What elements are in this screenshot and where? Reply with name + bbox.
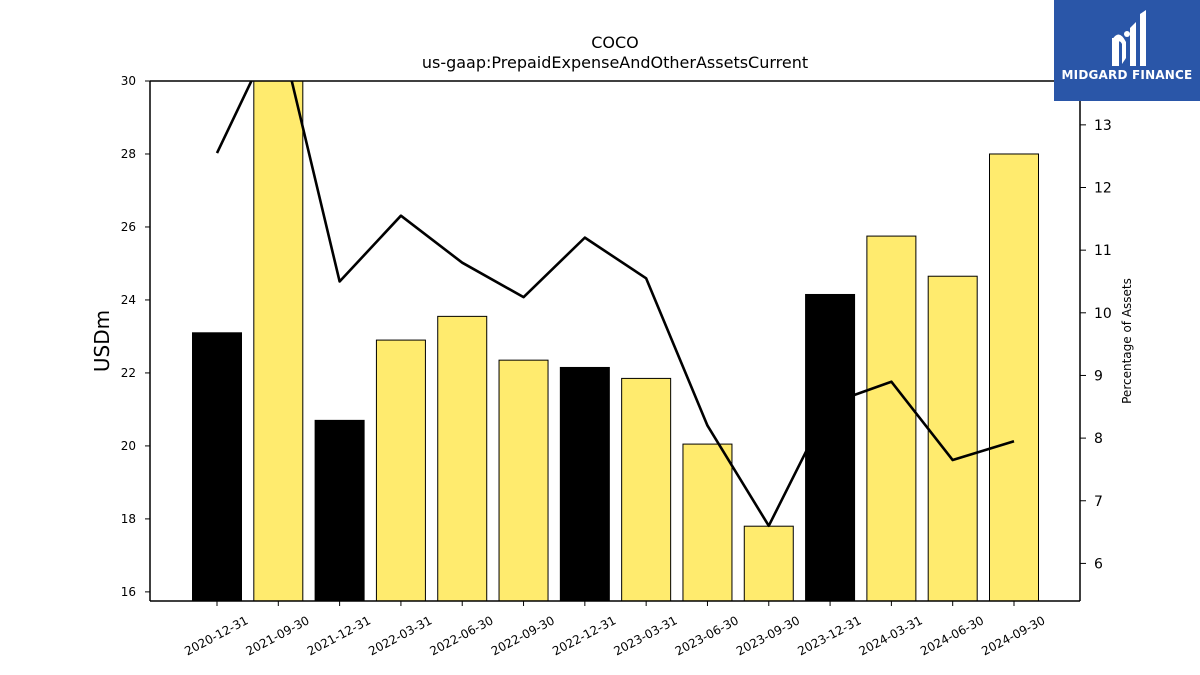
logo-text: MIDGARD FINANCE [1061, 68, 1193, 82]
x-tick-label: 2024-06-30 [918, 613, 986, 658]
bar-2023-12-31 [805, 293, 856, 601]
bar-2023-03-31 [621, 377, 672, 601]
bar-2022-03-31 [375, 339, 426, 601]
line-layer [215, 81, 1015, 528]
chart-title: COCO [591, 33, 639, 52]
y-right-tick-label: 6 [1094, 556, 1103, 572]
y-right-tick-label: 8 [1094, 431, 1103, 447]
bar-2021-09-30 [253, 81, 304, 601]
y-tick-label: 20 [121, 439, 136, 453]
bar-2020-12-31 [192, 332, 242, 601]
y-tick-label: 24 [121, 293, 136, 307]
x-tick-label: 2022-12-31 [550, 613, 618, 658]
percentage-line [215, 81, 1015, 528]
x-tick-label: 2022-09-30 [489, 613, 557, 658]
y-tick-label: 18 [121, 512, 136, 526]
bar-2022-06-30 [437, 315, 488, 601]
chart-subtitle: us-gaap:PrepaidExpenseAndOtherAssetsCurr… [422, 53, 808, 72]
x-tick-label: 2023-09-30 [734, 613, 802, 658]
x-tick-label: 2021-12-31 [305, 613, 373, 658]
y-right-tick-label: 9 [1094, 368, 1103, 384]
x-tick-label: 2022-06-30 [427, 613, 495, 658]
y-tick-label: 30 [121, 74, 136, 88]
x-tick-label: 2024-03-31 [857, 613, 925, 658]
y-right-tick-label: 13 [1094, 118, 1112, 134]
brand-logo: MIDGARD FINANCE [1054, 0, 1200, 101]
y-right-tick-label: 11 [1094, 243, 1112, 259]
bars-layer [192, 81, 1039, 601]
logo-mark-icon [1112, 10, 1146, 66]
bar-2022-09-30 [498, 359, 549, 601]
y-axis-label: USDm [90, 310, 114, 372]
bar-2024-09-30 [989, 153, 1039, 601]
y-right-tick-label: 12 [1094, 181, 1112, 197]
x-tick-label: 2023-06-30 [673, 613, 741, 658]
bar-2024-03-31 [866, 235, 917, 601]
y-tick-label: 22 [121, 366, 136, 380]
y-axis-right-label: Percentage of Assets [1120, 278, 1134, 404]
bar-2023-06-30 [682, 443, 733, 601]
bar-2021-12-31 [314, 419, 365, 601]
y-tick-label: 28 [121, 147, 136, 161]
x-tick-label: 2022-03-31 [366, 613, 434, 658]
y-right-tick-label: 7 [1094, 494, 1103, 510]
y-tick-label: 16 [121, 585, 136, 599]
x-tick-label: 2023-03-31 [611, 613, 679, 658]
bar-2023-09-30 [743, 525, 794, 601]
y-tick-label: 26 [121, 220, 136, 234]
x-tick-label: 2020-12-31 [182, 613, 250, 658]
x-tick-label: 2021-09-30 [244, 613, 312, 658]
x-tick-label: 2024-09-30 [979, 613, 1047, 658]
y-right-tick-label: 10 [1094, 306, 1112, 322]
x-tick-label: 2023-12-31 [795, 613, 863, 658]
bar-2022-12-31 [559, 366, 610, 601]
